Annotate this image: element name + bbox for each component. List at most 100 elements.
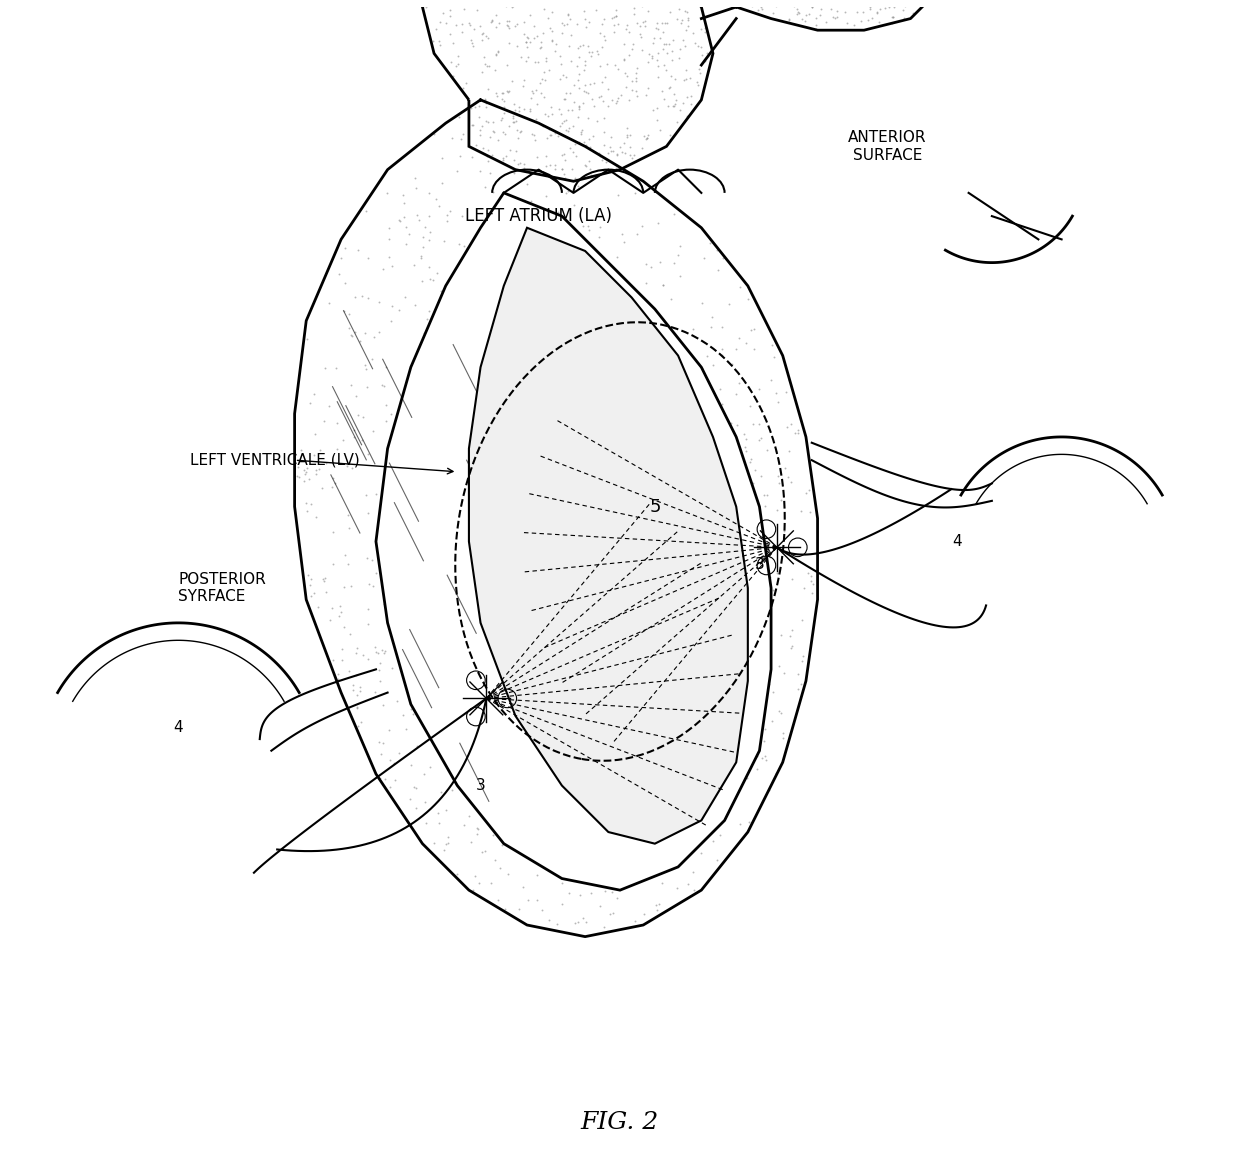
Point — [609, 437, 629, 456]
Point — [663, 96, 683, 115]
Point — [454, 238, 474, 256]
Point — [546, 676, 565, 695]
Point — [290, 441, 310, 460]
Point — [495, 900, 515, 918]
Point — [883, 7, 903, 26]
Point — [672, 616, 692, 635]
Point — [658, 475, 678, 494]
Point — [529, 73, 549, 92]
Point — [353, 646, 373, 664]
Point — [625, 775, 645, 794]
Point — [559, 83, 579, 102]
Point — [895, 0, 915, 15]
Point — [339, 305, 358, 323]
Point — [616, 435, 636, 454]
Point — [548, 379, 568, 397]
Point — [567, 573, 587, 592]
Point — [494, 149, 513, 168]
Point — [616, 19, 636, 38]
Point — [532, 347, 552, 366]
Point — [727, 340, 746, 359]
Point — [472, 116, 492, 135]
Point — [616, 797, 636, 816]
Point — [522, 125, 542, 143]
Point — [568, 913, 588, 931]
Point — [758, 441, 777, 460]
Point — [873, 0, 893, 12]
Point — [404, 501, 424, 520]
Point — [440, 53, 460, 72]
Point — [771, 703, 791, 722]
Point — [776, 383, 796, 402]
Point — [792, 610, 812, 629]
Point — [615, 143, 635, 162]
Point — [474, 607, 494, 626]
Point — [636, 16, 656, 35]
Point — [520, 32, 539, 51]
Point — [671, 100, 691, 119]
Point — [739, 730, 759, 749]
Point — [730, 815, 750, 834]
Point — [402, 633, 422, 652]
Point — [613, 782, 632, 801]
Point — [621, 40, 641, 59]
Point — [503, 522, 523, 541]
Point — [603, 507, 622, 526]
Point — [677, 107, 697, 126]
Point — [527, 848, 547, 867]
Point — [563, 654, 583, 673]
Point — [430, 646, 450, 664]
Point — [565, 134, 585, 153]
Point — [639, 622, 658, 641]
Point — [639, 0, 658, 14]
Point — [629, 716, 649, 735]
Point — [666, 640, 686, 659]
Point — [517, 27, 537, 46]
Point — [366, 642, 386, 661]
Point — [310, 441, 330, 460]
Point — [382, 659, 402, 677]
Point — [469, 107, 489, 126]
Point — [506, 243, 526, 262]
Point — [498, 830, 518, 849]
Point — [523, 126, 543, 145]
Point — [309, 599, 329, 617]
Point — [405, 566, 425, 584]
Point — [904, 0, 924, 2]
Point — [476, 56, 496, 75]
Point — [632, 704, 652, 723]
Point — [538, 8, 558, 27]
Point — [632, 13, 652, 32]
Point — [658, 34, 678, 53]
Point — [647, 56, 667, 75]
Point — [622, 476, 642, 495]
Point — [816, 0, 836, 4]
Point — [304, 584, 324, 603]
Point — [475, 91, 495, 109]
Point — [427, 327, 446, 346]
Point — [570, 886, 590, 904]
Point — [420, 223, 440, 242]
Point — [599, 552, 619, 570]
Point — [446, 15, 466, 34]
Point — [569, 79, 589, 98]
Point — [527, 95, 547, 114]
Point — [424, 834, 444, 853]
Point — [598, 55, 618, 74]
Point — [446, 771, 466, 790]
Point — [588, 490, 608, 509]
Point — [910, 0, 930, 12]
Point — [319, 294, 339, 313]
Point — [649, 494, 668, 513]
Point — [495, 98, 515, 116]
Point — [554, 165, 574, 183]
Point — [518, 891, 538, 910]
Point — [702, 318, 722, 336]
Point — [417, 814, 436, 833]
Point — [594, 122, 614, 141]
Point — [667, 878, 687, 897]
Point — [454, 761, 474, 780]
Point — [591, 806, 611, 824]
Point — [492, 835, 512, 854]
Point — [544, 367, 564, 386]
